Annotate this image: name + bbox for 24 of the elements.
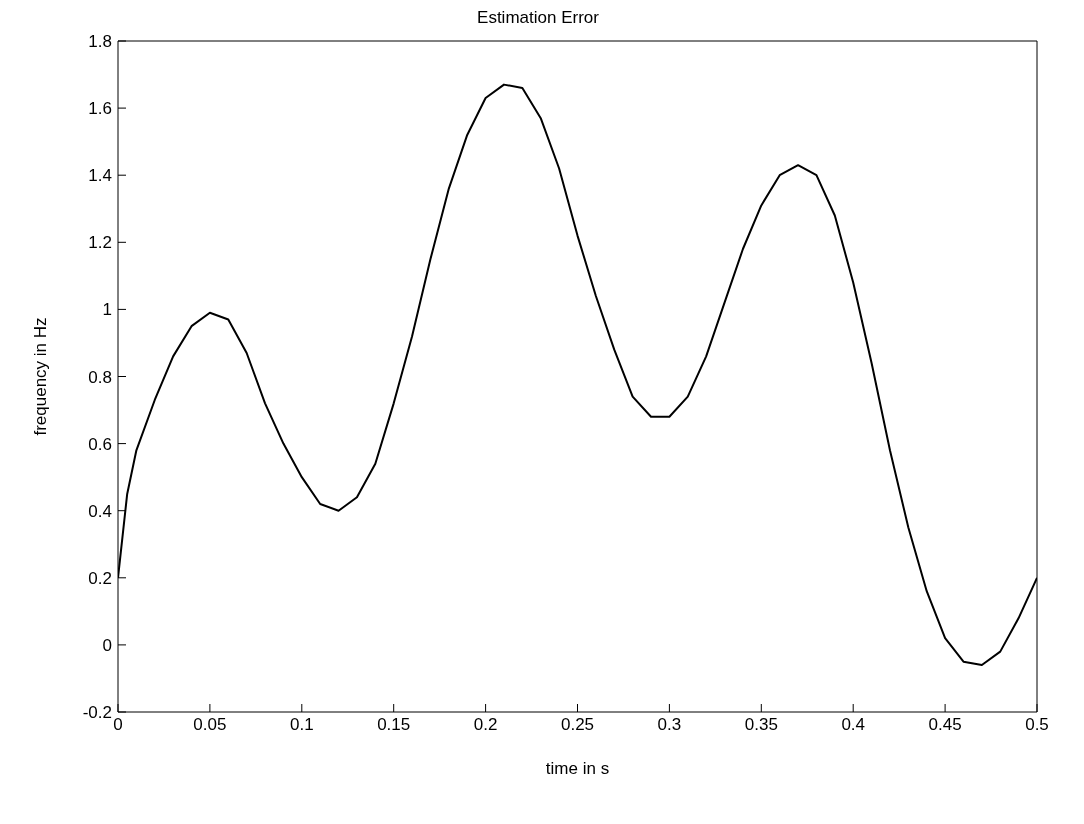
y-tick-label: 0.4 <box>88 501 112 521</box>
y-tick-label: 0.8 <box>88 367 112 387</box>
x-tick-label: 0.45 <box>928 715 962 735</box>
y-tick-label: 1.8 <box>88 32 112 52</box>
x-tick-label: 0.5 <box>1025 715 1049 735</box>
x-tick-label: 0.3 <box>657 715 682 735</box>
chart-title: Estimation Error <box>476 8 600 29</box>
y-tick-label: -0.2 <box>82 703 112 723</box>
x-tick-label: 0.2 <box>473 715 498 735</box>
x-tick-label: 0.05 <box>193 715 227 735</box>
x-tick-label: 0.25 <box>560 715 595 735</box>
y-tick-label: 0.2 <box>88 568 112 588</box>
x-tick-label: 0.15 <box>377 715 411 735</box>
x-tick-label: 0.35 <box>744 715 778 735</box>
x-tick-label: 0.1 <box>289 715 314 735</box>
y-tick-label: 0.6 <box>88 434 112 454</box>
y-tick-label: 1.4 <box>88 166 112 186</box>
y-tick-label: 1.6 <box>88 99 112 119</box>
y-tick-label: 1.2 <box>88 233 112 253</box>
x-tick-label: 0.4 <box>841 715 866 735</box>
y-axis-title: frequency in Hz <box>31 317 51 436</box>
y-tick-label: 1 <box>102 300 112 320</box>
x-axis-title: time in s <box>545 759 610 778</box>
y-tick-label: 0 <box>102 635 112 655</box>
